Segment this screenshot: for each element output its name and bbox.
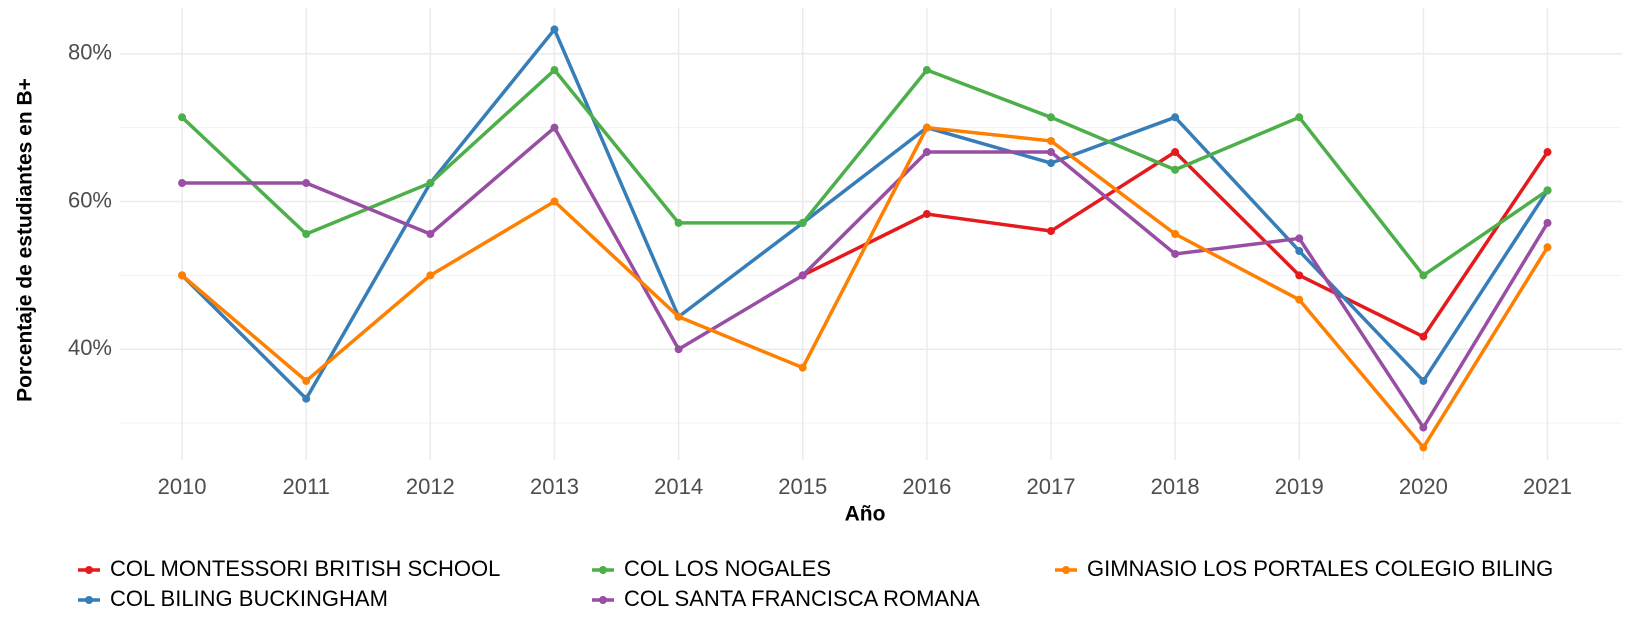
x-tick-label: 2020 [1399,474,1448,499]
point [550,25,559,34]
x-tick-label: 2017 [1027,474,1076,499]
legend-label: COL LOS NOGALES [624,556,831,581]
point [674,218,683,227]
point [1046,136,1055,145]
legend-item: GIMNASIO LOS PORTALES COLEGIO BILING [1055,556,1553,581]
point [1171,148,1180,157]
legend-item: COL BILING BUCKINGHAM [78,586,388,611]
point [1171,165,1180,174]
point [1543,186,1552,195]
y-axis-title: Porcentaje de estudiantes en B+ [14,78,37,402]
point [674,312,683,321]
point [178,271,187,280]
point [1419,443,1428,452]
point [1419,271,1428,280]
point [674,345,683,354]
point [1046,159,1055,168]
series-line [180,68,1549,278]
point [1046,227,1055,236]
point [302,179,311,188]
x-axis-title: Año [845,503,886,526]
point [1543,218,1552,227]
legend-key-point [85,566,93,574]
point [922,148,931,157]
legend-key-point [599,566,607,574]
point [798,218,807,227]
point [1295,113,1304,122]
point [1046,113,1055,122]
legend-key-point [599,596,607,604]
point [178,113,187,122]
point [922,123,931,132]
point [550,123,559,132]
point [1171,113,1180,122]
x-tick-label: 2018 [1151,474,1200,499]
series-line [180,125,1550,450]
legend-label: COL SANTA FRANCISCA ROMANA [624,586,980,611]
x-tick-label: 2012 [406,474,455,499]
x-tick-label: 2019 [1275,474,1324,499]
series-line [182,125,1550,430]
y-tick-label: 40% [68,335,112,360]
point [302,376,311,385]
point [426,230,435,238]
legend-key-point [85,596,93,604]
point [798,271,807,280]
point [550,66,559,75]
x-tick-label: 2016 [902,474,951,499]
point [1419,376,1428,385]
x-tick-label: 2010 [158,474,207,499]
x-tick-label: 2013 [530,474,579,499]
point [302,394,311,403]
legend-item: COL MONTESSORI BRITISH SCHOOL [78,556,500,581]
point [1046,148,1055,157]
point [426,179,435,188]
point [1171,249,1180,258]
point [1543,148,1552,157]
point [1543,243,1552,252]
point [1419,332,1428,341]
point [922,66,931,75]
point [1295,234,1304,243]
legend-label: COL BILING BUCKINGHAM [110,586,388,611]
y-tick-label: 60% [68,187,112,212]
legend-key-point [1062,566,1070,574]
point [178,179,187,188]
y-tick-label: 80% [68,40,112,65]
point [550,197,559,206]
point [426,271,435,280]
point [1419,423,1428,432]
x-tick-label: 2015 [778,474,827,499]
x-tick-label: 2011 [283,474,330,499]
point [922,210,931,219]
point [1171,230,1180,238]
x-tick-label: 2014 [654,474,703,499]
point [798,363,807,372]
legend-item: COL SANTA FRANCISCA ROMANA [592,586,980,611]
point [1295,246,1304,255]
legend-item: COL LOS NOGALES [592,556,831,581]
point [1295,271,1304,280]
point [1295,295,1304,304]
point [302,230,311,238]
x-tick-label: 2021 [1523,474,1572,499]
legend-label: GIMNASIO LOS PORTALES COLEGIO BILING [1087,556,1553,581]
legend-label: COL MONTESSORI BRITISH SCHOOL [110,556,500,581]
